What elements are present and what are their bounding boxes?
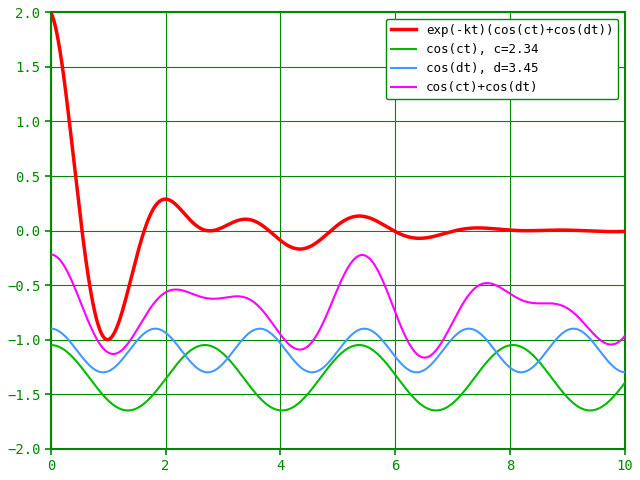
exp(-kt)(cos(ct)+cos(dt)) bbox=[519, 228, 527, 234]
cos(ct), c=2.34 bbox=[621, 380, 628, 386]
cos(ct), c=2.34 bbox=[420, 404, 428, 409]
cos(ct), c=2.34 bbox=[519, 345, 527, 350]
cos(dt), d=3.45 bbox=[308, 370, 316, 375]
Line: cos(ct)+cos(dt): cos(ct)+cos(dt) bbox=[51, 254, 625, 358]
cos(dt), d=3.45 bbox=[420, 367, 428, 373]
cos(ct), c=2.34 bbox=[475, 369, 483, 375]
cos(dt), d=3.45 bbox=[266, 330, 274, 336]
cos(ct)+cos(dt) bbox=[621, 333, 628, 339]
exp(-kt)(cos(ct)+cos(dt)) bbox=[266, 229, 274, 235]
Line: cos(ct), c=2.34: cos(ct), c=2.34 bbox=[51, 345, 625, 410]
cos(ct), c=2.34 bbox=[151, 389, 159, 395]
cos(ct), c=2.34 bbox=[391, 372, 399, 377]
cos(dt), d=3.45 bbox=[47, 326, 54, 332]
exp(-kt)(cos(ct)+cos(dt)) bbox=[152, 203, 159, 209]
Legend: exp(-kt)(cos(ct)+cos(dt)), cos(ct), c=2.34, cos(dt), d=3.45, cos(ct)+cos(dt): exp(-kt)(cos(ct)+cos(dt)), cos(ct), c=2.… bbox=[386, 19, 618, 99]
exp(-kt)(cos(ct)+cos(dt)) bbox=[104, 337, 111, 343]
cos(ct)+cos(dt) bbox=[266, 317, 274, 323]
cos(ct)+cos(dt) bbox=[151, 299, 159, 305]
cos(ct), c=2.34 bbox=[266, 404, 274, 409]
cos(ct), c=2.34 bbox=[586, 408, 594, 413]
cos(dt), d=3.45 bbox=[519, 369, 527, 375]
cos(dt), d=3.45 bbox=[621, 370, 628, 375]
cos(ct)+cos(dt) bbox=[47, 252, 54, 257]
Line: exp(-kt)(cos(ct)+cos(dt)): exp(-kt)(cos(ct)+cos(dt)) bbox=[51, 12, 625, 340]
cos(ct), c=2.34 bbox=[47, 342, 54, 348]
cos(dt), d=3.45 bbox=[476, 330, 483, 336]
exp(-kt)(cos(ct)+cos(dt)) bbox=[391, 228, 399, 234]
exp(-kt)(cos(ct)+cos(dt)) bbox=[47, 10, 54, 15]
exp(-kt)(cos(ct)+cos(dt)) bbox=[420, 235, 428, 241]
Line: cos(dt), d=3.45: cos(dt), d=3.45 bbox=[51, 329, 625, 372]
exp(-kt)(cos(ct)+cos(dt)) bbox=[621, 228, 628, 234]
cos(dt), d=3.45 bbox=[151, 326, 159, 332]
cos(ct)+cos(dt) bbox=[519, 298, 527, 303]
cos(ct)+cos(dt) bbox=[391, 309, 399, 314]
cos(ct)+cos(dt) bbox=[420, 355, 428, 360]
cos(dt), d=3.45 bbox=[391, 354, 399, 360]
exp(-kt)(cos(ct)+cos(dt)) bbox=[476, 225, 483, 231]
cos(ct)+cos(dt) bbox=[476, 282, 483, 288]
cos(ct)+cos(dt) bbox=[420, 355, 428, 360]
